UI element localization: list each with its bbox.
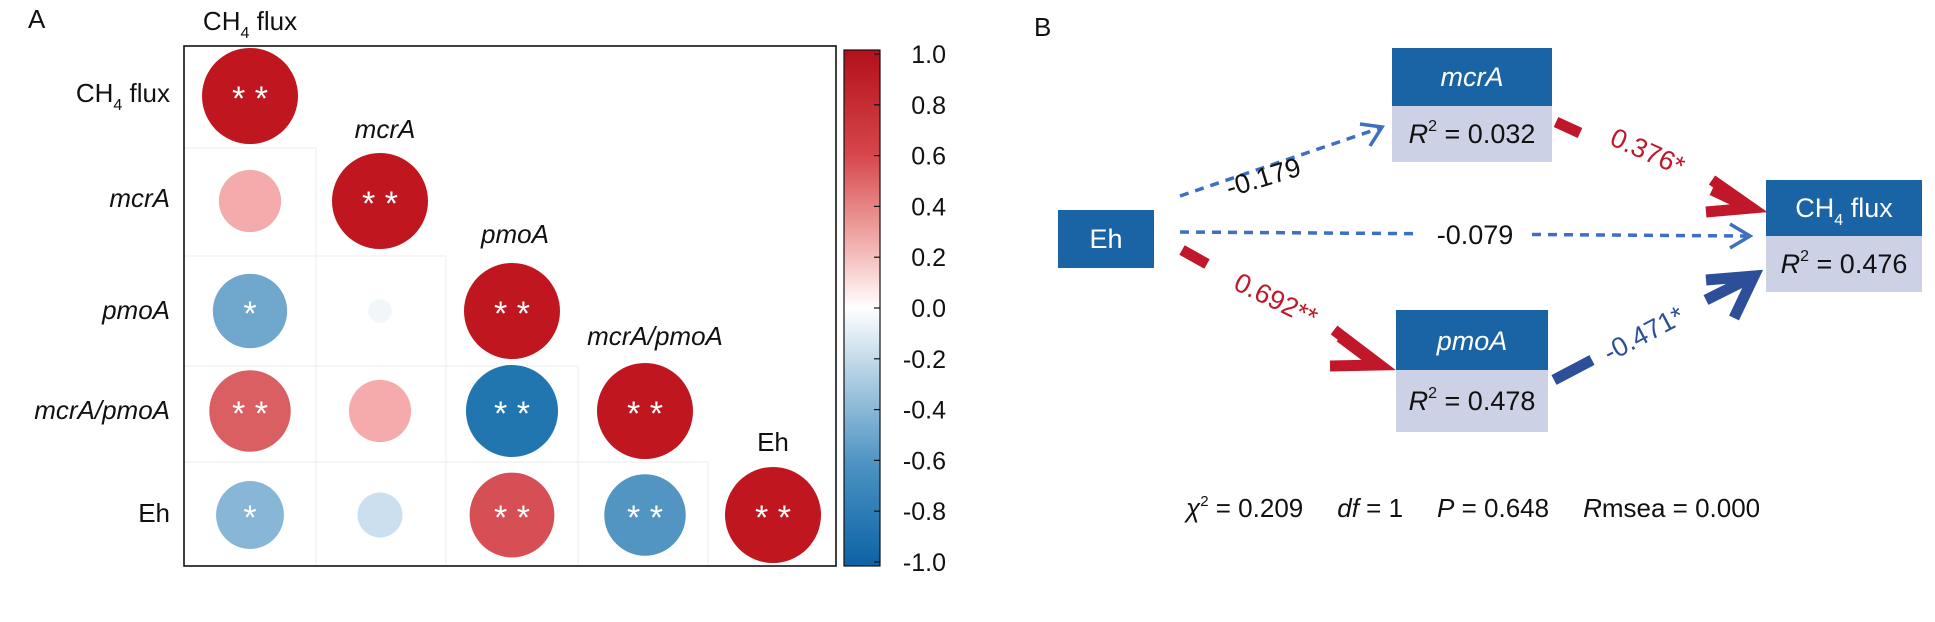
correlation-panel: A * * * * * * * * * * * * * * * * * * * * CH4 flux… xyxy=(28,4,946,577)
node-pmoa-label: pmoA xyxy=(1436,326,1508,356)
correlation-circle xyxy=(725,467,821,563)
col-label-mcra: mcrA xyxy=(355,114,416,144)
node-pmoa-r2-box xyxy=(1396,370,1548,432)
node-eh xyxy=(1058,210,1154,268)
correlation-cells: * * * * * * * * * * * * * * * * * * * * xyxy=(202,48,821,563)
panel-b-letter: B xyxy=(1034,12,1051,42)
node-ch4-r2: R2 = 0.476 xyxy=(1781,248,1908,279)
path-diagram: B Eh mcrA R2 = 0.032 pmoA R2 = 0.478 CH4… xyxy=(1034,12,1922,523)
path-eh-pmoa-coef: 0.692** xyxy=(1230,267,1323,333)
correlation-circle xyxy=(368,299,392,323)
correlation-circle xyxy=(469,472,555,558)
node-pmoa-r2: R2 = 0.478 xyxy=(1409,385,1536,416)
node-ch4-label: CH4 flux xyxy=(1795,193,1893,229)
col-label-ch4: CH4 flux xyxy=(203,6,297,42)
significance-stars: * xyxy=(243,499,256,537)
col-label-mcra-pmoa: mcrA/pmoA xyxy=(587,321,723,351)
node-ch4-r2-box xyxy=(1766,236,1922,292)
path-eh-mcra xyxy=(1179,122,1385,198)
row-label-pmoa: pmoA xyxy=(101,295,170,325)
row-label-ch4: CH4 flux xyxy=(76,78,170,114)
colorbar-tick-label: 0.6 xyxy=(911,143,946,171)
path-eh-ch4-coef: -0.079 xyxy=(1437,220,1514,250)
col-label-eh: Eh xyxy=(757,427,789,457)
node-mcra-r2: R2 = 0.032 xyxy=(1409,118,1536,149)
path-eh-mcra-coef: -0.179 xyxy=(1222,152,1304,203)
significance-stars: * * xyxy=(494,499,530,537)
correlation-circle xyxy=(332,153,428,249)
colorbar-tick-label: -0.6 xyxy=(903,447,946,475)
significance-stars: * * xyxy=(755,499,791,537)
row-label-eh: Eh xyxy=(138,498,170,528)
correlation-circle xyxy=(216,481,284,549)
node-mcra-label: mcrA xyxy=(1441,62,1504,92)
significance-stars: * * xyxy=(232,80,268,118)
colorbar-tick-label: -0.2 xyxy=(903,346,946,374)
colorbar-tick-label: 1.0 xyxy=(911,41,946,69)
correlation-circle xyxy=(357,492,403,538)
colorbar-tick-label: 0.2 xyxy=(911,244,946,272)
path-eh-ch4 xyxy=(1179,222,1754,250)
significance-stars: * xyxy=(243,295,256,333)
correlation-circle xyxy=(464,263,560,359)
path-eh-pmoa xyxy=(1179,245,1396,372)
colorbar-tick-label: -0.8 xyxy=(903,498,946,526)
row-label-mcra: mcrA xyxy=(109,183,170,213)
correlation-circle xyxy=(348,379,412,443)
panel-a-letter: A xyxy=(28,4,46,34)
node-eh-label: Eh xyxy=(1089,224,1122,254)
correlation-circle xyxy=(202,48,298,144)
node-mcra-r2-box xyxy=(1392,106,1552,162)
correlation-circle xyxy=(465,364,559,458)
significance-stars: * * xyxy=(362,185,398,223)
row-label-mcra-pmoa: mcrA/pmoA xyxy=(34,395,170,425)
colorbar-tick-label: 0.4 xyxy=(911,193,946,221)
colorbar-tick-label: 0.8 xyxy=(911,92,946,120)
significance-stars: * * xyxy=(232,395,268,433)
colorbar-tick-label: -1.0 xyxy=(903,549,946,577)
correlation-circle xyxy=(604,474,686,556)
path-mcra-ch4 xyxy=(1553,117,1768,218)
significance-stars: * * xyxy=(494,295,530,333)
path-pmoa-ch4-coef: -0.471* xyxy=(1598,300,1689,368)
correlation-circle xyxy=(209,370,291,452)
significance-stars: * * xyxy=(627,499,663,537)
colorbar-tick-label: 0.0 xyxy=(911,295,946,323)
path-mcra-ch4-coef: 0.376* xyxy=(1606,122,1690,181)
path-eh-ch4-label-bg xyxy=(1420,216,1530,250)
significance-stars: * * xyxy=(494,395,530,433)
correlation-circle xyxy=(597,363,693,459)
correlation-circle xyxy=(212,273,288,349)
colorbar-tick-label: -0.4 xyxy=(903,397,946,425)
col-label-pmoa: pmoA xyxy=(480,219,549,249)
node-ch4 xyxy=(1766,180,1922,236)
correlation-frame xyxy=(183,45,837,567)
correlation-circle xyxy=(218,169,282,233)
significance-stars: * * xyxy=(627,395,663,433)
node-mcra xyxy=(1392,48,1552,106)
colorbar-ticks: 1.0 0.8 0.6 0.4 0.2 0.0 -0.2 -0.4 -0.6 -0.8 -1.0 xyxy=(874,41,946,577)
node-pmoa xyxy=(1396,310,1548,370)
path-pmoa-ch4 xyxy=(1551,269,1764,385)
correlation-grid xyxy=(184,147,709,566)
